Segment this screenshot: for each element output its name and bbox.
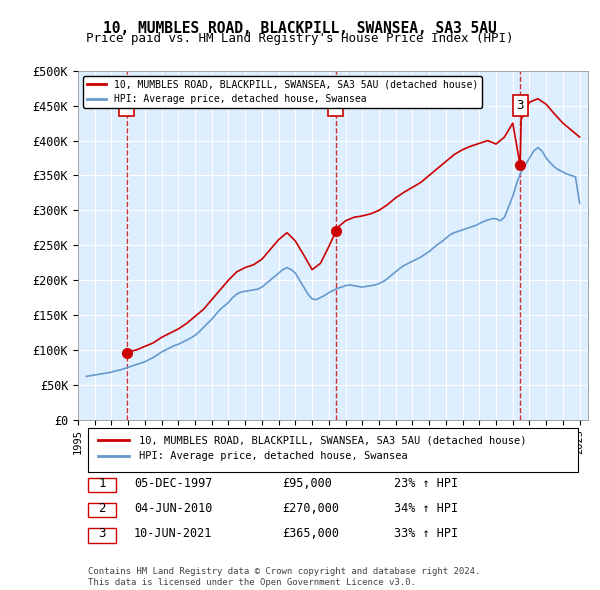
Text: £95,000: £95,000 — [282, 477, 332, 490]
Text: Contains HM Land Registry data © Crown copyright and database right 2024.
This d: Contains HM Land Registry data © Crown c… — [88, 567, 481, 586]
Text: 3: 3 — [98, 527, 106, 540]
Text: 10, MUMBLES ROAD, BLACKPILL, SWANSEA, SA3 5AU (detached house): 10, MUMBLES ROAD, BLACKPILL, SWANSEA, SA… — [139, 435, 527, 445]
FancyBboxPatch shape — [88, 503, 116, 517]
Text: 3: 3 — [517, 99, 524, 112]
Text: 2: 2 — [98, 502, 106, 515]
Text: 1: 1 — [123, 99, 131, 112]
FancyBboxPatch shape — [88, 528, 116, 543]
Text: 33% ↑ HPI: 33% ↑ HPI — [394, 527, 458, 540]
Text: 2: 2 — [332, 99, 340, 112]
Text: 34% ↑ HPI: 34% ↑ HPI — [394, 502, 458, 515]
Text: £270,000: £270,000 — [282, 502, 339, 515]
Text: £365,000: £365,000 — [282, 527, 339, 540]
Text: 10-JUN-2021: 10-JUN-2021 — [134, 527, 212, 540]
FancyBboxPatch shape — [88, 477, 116, 492]
Text: Price paid vs. HM Land Registry's House Price Index (HPI): Price paid vs. HM Land Registry's House … — [86, 32, 514, 45]
Text: 10, MUMBLES ROAD, BLACKPILL, SWANSEA, SA3 5AU: 10, MUMBLES ROAD, BLACKPILL, SWANSEA, SA… — [103, 21, 497, 35]
Text: 1: 1 — [98, 477, 106, 490]
Legend: 10, MUMBLES ROAD, BLACKPILL, SWANSEA, SA3 5AU (detached house), HPI: Average pri: 10, MUMBLES ROAD, BLACKPILL, SWANSEA, SA… — [83, 76, 482, 109]
Text: HPI: Average price, detached house, Swansea: HPI: Average price, detached house, Swan… — [139, 451, 408, 461]
FancyBboxPatch shape — [88, 428, 578, 472]
Text: 05-DEC-1997: 05-DEC-1997 — [134, 477, 212, 490]
Text: 23% ↑ HPI: 23% ↑ HPI — [394, 477, 458, 490]
Text: 04-JUN-2010: 04-JUN-2010 — [134, 502, 212, 515]
